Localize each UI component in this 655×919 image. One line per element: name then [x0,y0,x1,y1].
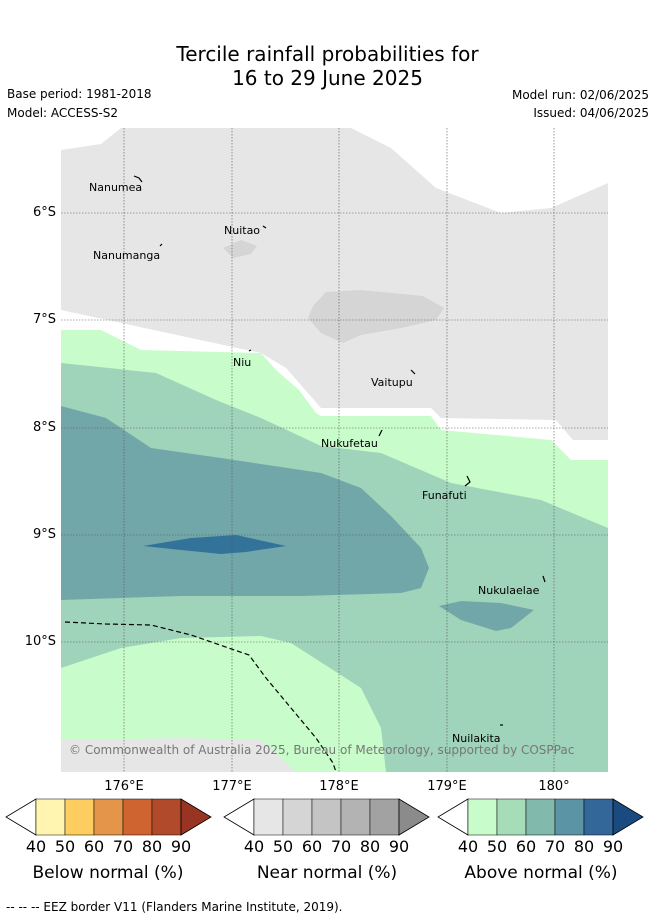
near-normal-40-bottom [61,738,296,772]
near-colorbar-segment [253,798,284,836]
near-tick-label: 80 [359,837,381,856]
below-tick-label: 70 [112,837,134,856]
below-colorbar-segment [35,798,66,836]
island-label-nanumea: Nanumea [89,181,142,194]
above-colorbar-segment [525,798,556,836]
above-tick-label: 70 [544,837,566,856]
island-marks [133,175,546,726]
below-tick-label: 50 [54,837,76,856]
below-tick-label: 40 [25,837,47,856]
legend-title-near-normal: Near normal (%) [256,863,398,883]
lon-label-177e: 177°E [212,779,252,794]
near-tick-label: 60 [301,837,323,856]
near-colorbar-max-extend [398,798,430,836]
eez-border [64,621,337,772]
above-tick-label: 80 [573,837,595,856]
near-normal-50-patch [308,290,444,343]
lat-label-6s: 6°S [32,205,56,220]
above-tick-label: 50 [486,837,508,856]
near-tick-label: 70 [330,837,352,856]
near-tick-label: 50 [272,837,294,856]
issued-date: Issued: 04/06/2025 [533,106,649,120]
lat-label-10s: 10°S [24,634,56,649]
below-colorbar-max-extend [180,798,212,836]
near-colorbar-min-extend [223,798,255,836]
grid-lines [61,128,608,772]
base-period: Base period: 1981-2018 [7,87,152,101]
below-colorbar-segment [64,798,95,836]
below-colorbar-segment [93,798,124,836]
near-colorbar-segment [282,798,313,836]
island-label-niu: Niu [233,356,251,369]
island-label-nukulaelae: Nukulaelae [478,584,540,597]
island-label-vaitupu: Vaitupu [371,376,413,389]
map-title-line2: 16 to 29 June 2025 [232,66,423,90]
island-label-nuitao: Nuitao [224,224,260,237]
below-tick-label: 60 [83,837,105,856]
lat-label-8s: 8°S [32,420,56,435]
copyright-notice: © Commonwealth of Australia 2025, Bureau… [69,743,574,757]
above-normal-60-region [61,406,429,600]
legend-title-below-normal: Below normal (%) [32,863,184,883]
above-tick-label: 90 [602,837,624,856]
above-colorbar-segment [583,798,614,836]
above-colorbar-segment [554,798,585,836]
near-normal-40-region [61,128,608,440]
above-tick-label: 60 [515,837,537,856]
probability-map: Nanumea Nuitao Nanumanga Niu Vaitupu Nuk… [61,128,608,772]
colorbar-legends [5,798,644,836]
above-colorbar-min-extend [437,798,469,836]
above-colorbar-max-extend [612,798,644,836]
model-run: Model run: 02/06/2025 [511,88,649,102]
near-colorbar-segment [340,798,371,836]
above-colorbar-segment [496,798,527,836]
eez-footer-note: -- -- -- EEZ border V11 (Flanders Marine… [6,900,343,914]
lon-label-180: 180° [538,779,570,794]
legend-title-above-normal: Above normal (%) [464,863,618,883]
island-label-nuilakita: Nuilakita [452,732,501,745]
island-label-funafuti: Funafuti [422,489,467,502]
above-normal-60-patch [439,601,534,631]
map-title-line1: Tercile rainfall probabilities for [176,42,479,66]
below-colorbar-segment [151,798,182,836]
near-colorbar-segment [369,798,400,836]
lat-label-9s: 9°S [32,527,56,542]
lat-label-7s: 7°S [32,312,56,327]
near-colorbar-segment [311,798,342,836]
near-tick-label: 90 [388,837,410,856]
near-normal-50-patch-small [223,240,257,258]
model-name: Model: ACCESS-S2 [7,106,119,120]
island-label-nanumanga: Nanumanga [93,249,160,262]
below-tick-label: 80 [141,837,163,856]
above-tick-label: 40 [457,837,479,856]
near-tick-label: 40 [243,837,265,856]
below-colorbar-segment [122,798,153,836]
below-tick-label: 90 [170,837,192,856]
lon-label-178e: 178°E [319,779,359,794]
lon-label-179e: 179°E [427,779,467,794]
below-colorbar-min-extend [5,798,37,836]
lon-label-176e: 176°E [104,779,144,794]
above-colorbar-segment [467,798,498,836]
island-label-nukufetau: Nukufetau [321,437,378,450]
above-normal-70-band [143,535,286,554]
